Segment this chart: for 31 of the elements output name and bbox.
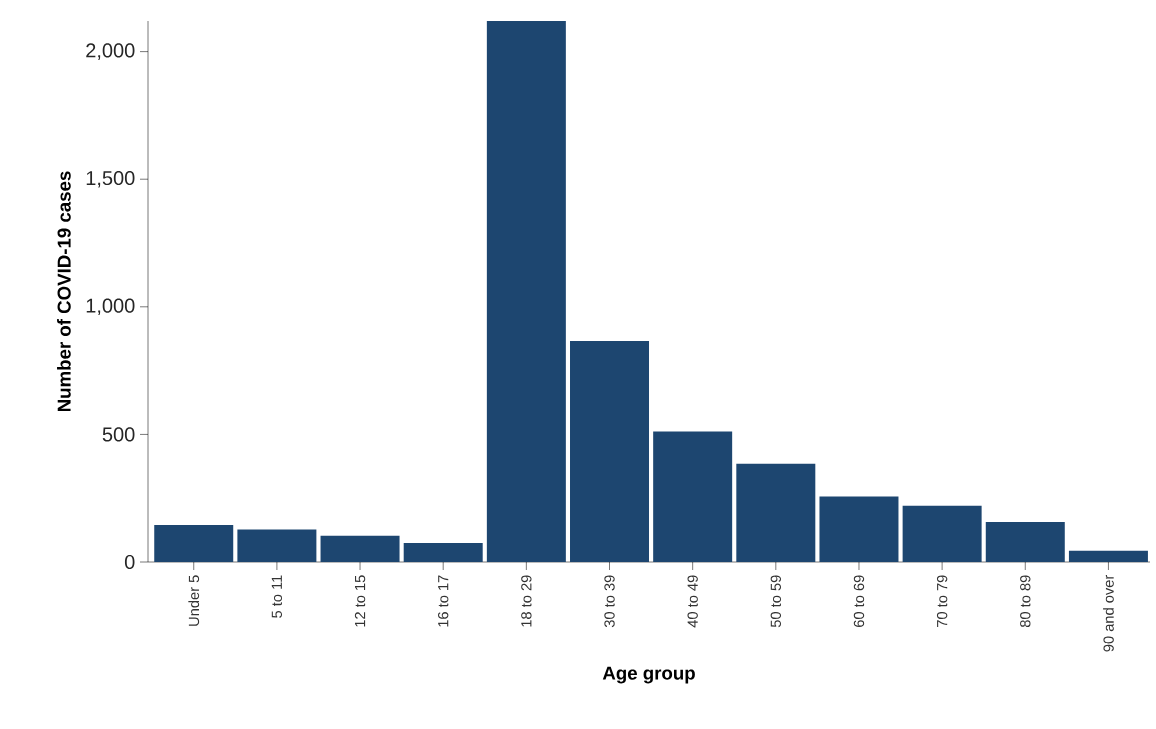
bar (736, 463, 816, 562)
x-tick-label: 60 to 69 (853, 575, 865, 627)
y-tick-label: 500 (102, 427, 135, 442)
x-axis-title: Age group (602, 666, 695, 684)
bar (819, 496, 899, 562)
y-tick-label: 2,000 (86, 43, 135, 60)
bar (902, 505, 982, 562)
x-tick-label: Under 5 (188, 575, 200, 626)
y-tick-label: 0 (124, 554, 135, 570)
x-tick-label: 70 to 79 (936, 575, 948, 627)
bar (237, 529, 317, 562)
bar (985, 521, 1065, 562)
y-tick-label: 1,000 (86, 298, 135, 316)
x-tick-label: 16 to 17 (438, 575, 449, 627)
y-tick-label: 1,500 (86, 170, 135, 188)
x-tick-label: 18 to 29 (521, 575, 532, 627)
bar (320, 535, 400, 562)
x-tick-label: 90 and over (1103, 574, 1114, 652)
y-axis-title: Number of COVID-19 cases (57, 171, 71, 412)
bar (653, 431, 733, 562)
x-tick-label: 12 to 15 (354, 575, 366, 627)
bar (1068, 550, 1148, 562)
x-tick-label: 30 to 39 (604, 575, 615, 628)
bar (486, 21, 566, 562)
x-tick-label: 80 to 89 (1020, 575, 1031, 628)
bar (570, 341, 650, 562)
x-tick-label: 50 to 59 (770, 575, 782, 628)
bar (154, 525, 234, 562)
x-tick-label: 40 to 49 (687, 575, 698, 628)
x-tick-label: 5 to 11 (271, 575, 283, 618)
bar (403, 543, 483, 562)
